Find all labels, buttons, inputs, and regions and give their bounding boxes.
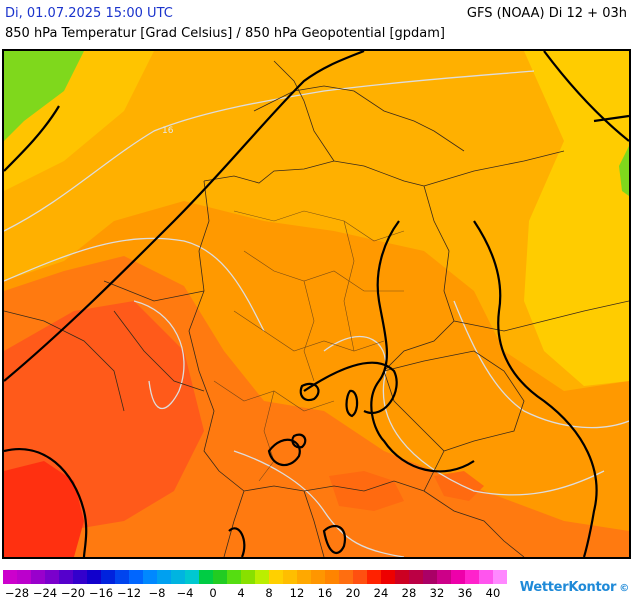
isotherm-label: 16: [162, 126, 174, 136]
colorbar-tick-label: −24: [32, 586, 58, 600]
colorbar-swatch: [479, 570, 493, 584]
colorbar-swatch: [255, 570, 269, 584]
colorbar-tick-label: −12: [116, 586, 142, 600]
colorbar-tick-label: −20: [60, 586, 86, 600]
colorbar-swatch: [101, 570, 115, 584]
fill-green-northwest: [4, 51, 84, 141]
colorbar-swatch: [31, 570, 45, 584]
fill-light-orange: [4, 51, 629, 391]
colorbar-swatch: [73, 570, 87, 584]
colorbar-swatch: [395, 570, 409, 584]
colorbar-swatch: [409, 570, 423, 584]
colorbar-tick-label: 40: [485, 586, 501, 600]
colorbar-tick-label: 8: [265, 586, 273, 600]
logo-mark-icon: ©: [616, 583, 629, 594]
colorbar-swatch: [115, 570, 129, 584]
colorbar-swatch: [381, 570, 395, 584]
colorbar-tick-label: 16: [317, 586, 333, 600]
forecast-datetime: Di, 01.07.2025 15:00 UTC: [5, 6, 173, 21]
colorbar-swatch: [465, 570, 479, 584]
fill-red-southwest: [4, 461, 84, 557]
colorbar-tick-label: −8: [148, 586, 166, 600]
temperature-colorbar: [3, 570, 507, 584]
colorbar-swatch: [87, 570, 101, 584]
colorbar-tick-label: 32: [429, 586, 445, 600]
state-borders: [213, 210, 405, 482]
colorbar-swatch: [3, 570, 17, 584]
wetterkontor-logo: WetterKontor ©: [519, 580, 630, 595]
colorbar-swatch: [269, 570, 283, 584]
fill-hot-patch-south: [329, 471, 404, 511]
country-borders: [4, 60, 629, 557]
colorbar-swatch: [171, 570, 185, 584]
temperature-map-canvas: 16: [4, 51, 629, 557]
colorbar-swatch: [367, 570, 381, 584]
colorbar-tick-label: 0: [209, 586, 217, 600]
colorbar-swatch: [157, 570, 171, 584]
fill-green-east: [619, 146, 629, 196]
colorbar-tick-label: 12: [289, 586, 305, 600]
weather-map: 16: [2, 49, 631, 559]
colorbar-tick-label: −4: [176, 586, 194, 600]
isotherms: [4, 70, 629, 557]
logo-text: WetterKontor: [519, 580, 617, 595]
colorbar-swatch: [283, 570, 297, 584]
colorbar-swatch: [311, 570, 325, 584]
colorbar-tick-label: 20: [345, 586, 361, 600]
colorbar-swatch: [129, 570, 143, 584]
colorbar-swatch: [325, 570, 339, 584]
colorbar-swatch: [213, 570, 227, 584]
colorbar-swatch: [339, 570, 353, 584]
colorbar-swatch: [45, 570, 59, 584]
colorbar-tick-label: 24: [373, 586, 389, 600]
colorbar-swatch: [199, 570, 213, 584]
geopotential-contours: [4, 51, 629, 557]
colorbar-swatch: [143, 570, 157, 584]
colorbar-tick-label: −16: [88, 586, 114, 600]
colorbar-tick-label: 4: [237, 586, 245, 600]
map-title: 850 hPa Temperatur [Grad Celsius] / 850 …: [5, 26, 446, 41]
colorbar-swatch: [297, 570, 311, 584]
colorbar-swatch: [493, 570, 507, 584]
colorbar-swatch: [241, 570, 255, 584]
colorbar-swatch: [353, 570, 367, 584]
colorbar-tick-label: −28: [4, 586, 30, 600]
colorbar-swatch: [227, 570, 241, 584]
model-run-label: GFS (NOAA) Di 12 + 03h: [466, 6, 627, 21]
colorbar-tick-label: 36: [457, 586, 473, 600]
colorbar-swatch: [185, 570, 199, 584]
colorbar-swatch: [59, 570, 73, 584]
colorbar-swatch: [451, 570, 465, 584]
colorbar-labels: −28 −24 −20 −16 −12 −8 −4 0 4 8 12 16 20 24 28 32 36 40: [0, 586, 520, 600]
fill-hot-patch-southeast: [434, 471, 484, 501]
colorbar-swatch: [17, 570, 31, 584]
fill-yellow-east: [524, 51, 629, 386]
colorbar-swatch: [437, 570, 451, 584]
colorbar-tick-label: 28: [401, 586, 417, 600]
colorbar-swatch: [423, 570, 437, 584]
